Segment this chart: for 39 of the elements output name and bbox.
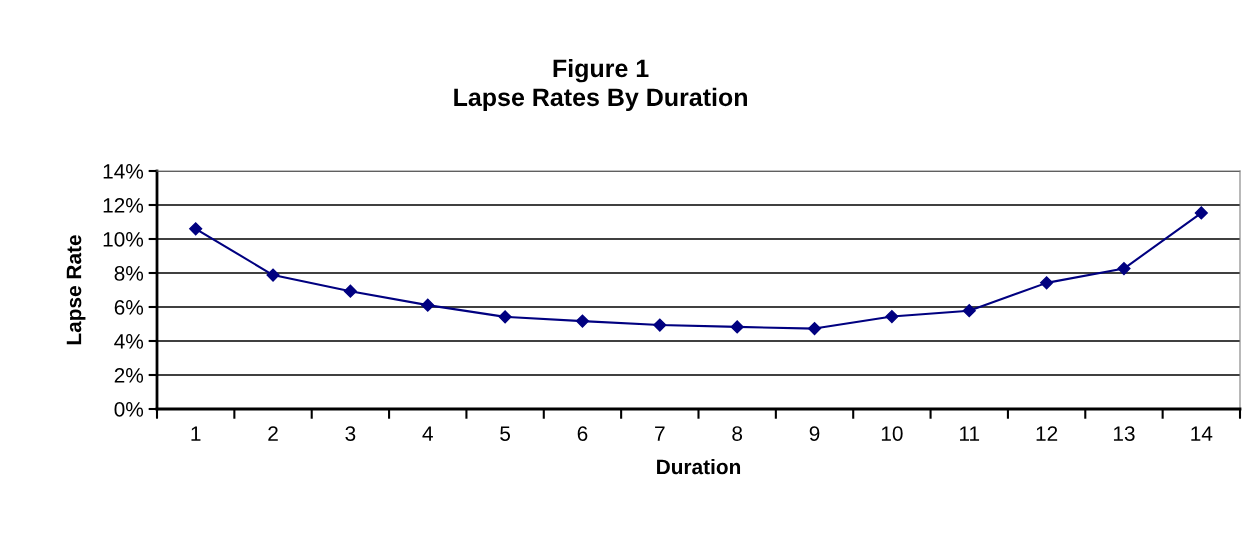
x-tick-label: 14 <box>1191 426 1213 441</box>
x-tick-label: 5 <box>500 426 511 441</box>
y-tick-label: 2% <box>114 368 144 383</box>
x-tick-label: 7 <box>655 426 665 441</box>
x-tick-label: 1 <box>191 426 201 441</box>
point <box>962 304 976 318</box>
x-tick-label: 13 <box>1113 426 1135 441</box>
x-tick-label: 3 <box>345 426 356 441</box>
point <box>885 309 899 324</box>
point <box>807 322 822 336</box>
chart-title: Figure 1 Lapse Rates By Duration <box>454 58 747 112</box>
x-tick-label: 2 <box>268 426 278 441</box>
point <box>343 284 357 298</box>
y-tick-label: 4% <box>114 334 144 349</box>
x-axis-title: Duration <box>657 458 741 475</box>
point <box>189 222 203 236</box>
point <box>266 268 280 282</box>
point <box>653 318 667 332</box>
x-tick-label: 12 <box>1036 426 1058 441</box>
y-tick-label: 14% <box>103 164 144 179</box>
y-tick-label: 0% <box>114 402 144 417</box>
x-tick-label: 10 <box>881 426 903 441</box>
point <box>1117 261 1131 276</box>
point <box>421 298 435 312</box>
x-tick-label: 6 <box>577 426 588 441</box>
x-tick-label: 11 <box>960 426 980 441</box>
point <box>1194 206 1208 220</box>
y-tick-label: 8% <box>114 266 144 281</box>
point <box>575 314 590 328</box>
point <box>1040 276 1054 290</box>
y-tick-label: 6% <box>114 300 144 315</box>
x-tick-label: 8 <box>732 426 743 441</box>
point <box>730 320 744 334</box>
x-tick-label: 9 <box>809 426 820 441</box>
y-tick-label: 12% <box>103 198 144 213</box>
x-tick-label: 4 <box>422 426 433 441</box>
y-tick-label: 10% <box>103 232 144 247</box>
y-axis-title: Lapse Rate <box>66 235 86 345</box>
point <box>498 310 512 324</box>
